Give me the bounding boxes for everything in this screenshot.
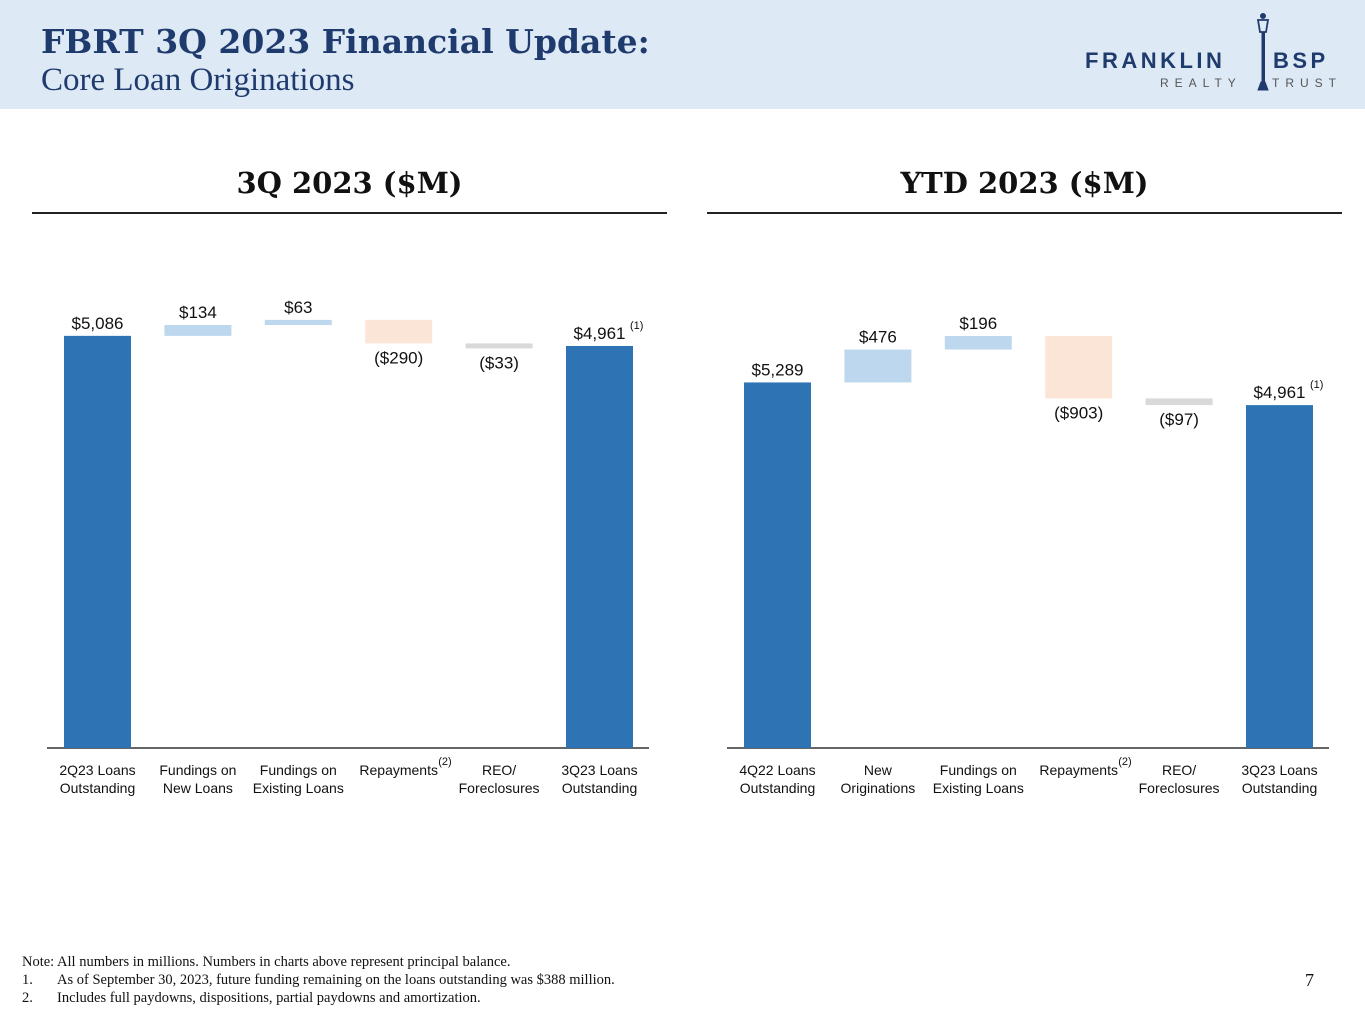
bar-5 [465, 343, 533, 349]
bar-4 [365, 319, 433, 344]
data-label-5: ($97) [1159, 410, 1199, 429]
footnote-1-number: 1. [22, 972, 33, 988]
category-label-1: 2Q23 Loans Outstanding [59, 762, 135, 796]
category-label-5: REO/Foreclosures [459, 762, 540, 796]
data-label-4: ($903) [1054, 403, 1103, 422]
data-label-6: $4,961 [574, 324, 626, 343]
category-label-3: Fundings on Existing Loans [253, 762, 344, 796]
category-label-5: REO/Foreclosures [1139, 762, 1220, 796]
divider-3q [32, 212, 667, 214]
data-label-1: $5,086 [72, 314, 124, 333]
category-label-4: Repayments [359, 762, 438, 778]
footnote-1: 1. As of September 30, 2023, future fundi… [22, 971, 615, 989]
bar-6 [1246, 405, 1313, 748]
footnote-note: Note: All numbers in millions. Numbers i… [22, 954, 511, 970]
waterfall-chart-3q: $5,086 2Q23 Loans Outstanding $134 Fundings … [47, 298, 649, 796]
footnote-2: 2. Includes full paydowns, dispositions, … [22, 989, 615, 1007]
category-label-6: 3Q23 Loans Outstanding [561, 762, 637, 796]
page-number: 7 [1305, 970, 1314, 990]
footnote-mark-4: (2) [438, 756, 451, 768]
header-banner: FBRT 3Q 2023 Financial Update: Core Loan… [0, 0, 1365, 109]
logo-word-bsp: BSP [1273, 48, 1329, 73]
chart-title-ytd: YTD 2023 ($M) [900, 166, 1149, 200]
data-label-4: ($290) [374, 348, 423, 367]
category-label-2: New Originations [841, 762, 916, 796]
waterfall-chart-ytd: $5,289 4Q22 Loans Outstanding $476 New Origin… [727, 314, 1329, 796]
category-label-3: Fundings on Existing Loans [933, 762, 1024, 796]
footnote-2-text: Includes full paydowns, dispositions, pa… [57, 990, 481, 1006]
category-label-4: Repayments [1039, 762, 1118, 778]
logo-word-trust: TRUST [1272, 76, 1342, 90]
data-label-1: $5,289 [752, 360, 804, 379]
category-label-1: 4Q22 Loans Outstanding [739, 762, 815, 796]
bar-1 [744, 382, 811, 748]
bar-3 [264, 319, 332, 325]
bar-4 [1045, 335, 1113, 399]
data-label-2: $134 [179, 303, 217, 322]
bar-2 [844, 349, 912, 383]
category-label-2: Fundings on New Loans [159, 762, 236, 796]
divider-ytd [707, 212, 1342, 214]
chart-title-3q: 3Q 2023 ($M) [236, 166, 463, 200]
logo-word-franklin: FRANKLIN [1085, 48, 1225, 73]
data-label-2: $476 [859, 328, 897, 347]
bar-1 [64, 335, 131, 748]
page-title: FBRT 3Q 2023 Financial Update: [41, 22, 650, 61]
page-subtitle: Core Loan Originations [41, 62, 355, 98]
data-label-3: $196 [959, 314, 997, 333]
footnote-mark-4: (2) [1118, 756, 1131, 768]
bar-6 [566, 345, 633, 748]
franklin-bsp-logo: FRANKLIN BSP REALTY TRUST [1085, 13, 1342, 91]
footnotes: Note: All numbers in millions. Numbers i… [22, 953, 615, 1007]
bar-3 [944, 335, 1012, 350]
lamppost-icon [1256, 13, 1270, 91]
data-label-6: $4,961 [1254, 383, 1306, 402]
data-label-5: ($33) [479, 353, 519, 372]
footnote-mark-6: (1) [1310, 379, 1323, 391]
footnote-1-text: As of September 30, 2023, future funding… [57, 972, 615, 988]
logo-word-realty: REALTY [1160, 76, 1242, 90]
data-label-3: $63 [284, 298, 312, 317]
bar-5 [1145, 398, 1213, 406]
footnote-2-number: 2. [22, 990, 33, 1006]
category-label-6: 3Q23 Loans Outstanding [1241, 762, 1317, 796]
footnote-mark-6: (1) [630, 320, 643, 332]
bar-2 [164, 325, 232, 336]
